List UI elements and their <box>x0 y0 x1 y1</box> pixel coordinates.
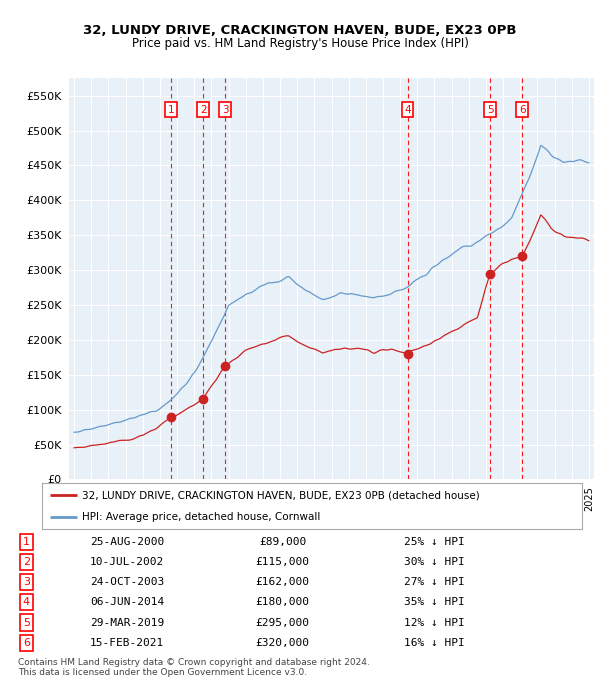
Text: 1: 1 <box>23 537 30 547</box>
Text: This data is licensed under the Open Government Licence v3.0.: This data is licensed under the Open Gov… <box>18 668 307 677</box>
Text: £320,000: £320,000 <box>256 638 310 648</box>
Text: HPI: Average price, detached house, Cornwall: HPI: Average price, detached house, Corn… <box>83 511 321 522</box>
Text: 4: 4 <box>404 105 411 115</box>
Text: 2: 2 <box>23 557 30 567</box>
Text: 6: 6 <box>23 638 30 648</box>
Text: 32, LUNDY DRIVE, CRACKINGTON HAVEN, BUDE, EX23 0PB: 32, LUNDY DRIVE, CRACKINGTON HAVEN, BUDE… <box>83 24 517 37</box>
Text: Price paid vs. HM Land Registry's House Price Index (HPI): Price paid vs. HM Land Registry's House … <box>131 37 469 50</box>
Text: 27% ↓ HPI: 27% ↓ HPI <box>404 577 464 588</box>
Text: 25% ↓ HPI: 25% ↓ HPI <box>404 537 464 547</box>
Text: 30% ↓ HPI: 30% ↓ HPI <box>404 557 464 567</box>
Text: £180,000: £180,000 <box>256 597 310 607</box>
Text: 4: 4 <box>23 597 30 607</box>
Text: 1: 1 <box>168 105 175 115</box>
Text: 3: 3 <box>23 577 30 588</box>
Text: 6: 6 <box>519 105 526 115</box>
Text: 10-JUL-2002: 10-JUL-2002 <box>90 557 164 567</box>
Text: Contains HM Land Registry data © Crown copyright and database right 2024.: Contains HM Land Registry data © Crown c… <box>18 658 370 666</box>
Text: £295,000: £295,000 <box>256 617 310 628</box>
Text: 3: 3 <box>222 105 229 115</box>
Text: 12% ↓ HPI: 12% ↓ HPI <box>404 617 464 628</box>
Text: 29-MAR-2019: 29-MAR-2019 <box>90 617 164 628</box>
Text: 5: 5 <box>23 617 30 628</box>
Text: 24-OCT-2003: 24-OCT-2003 <box>90 577 164 588</box>
Text: 32, LUNDY DRIVE, CRACKINGTON HAVEN, BUDE, EX23 0PB (detached house): 32, LUNDY DRIVE, CRACKINGTON HAVEN, BUDE… <box>83 490 480 500</box>
Text: 15-FEB-2021: 15-FEB-2021 <box>90 638 164 648</box>
Text: £115,000: £115,000 <box>256 557 310 567</box>
Text: 5: 5 <box>487 105 493 115</box>
Text: 2: 2 <box>200 105 206 115</box>
Text: £162,000: £162,000 <box>256 577 310 588</box>
Text: 25-AUG-2000: 25-AUG-2000 <box>90 537 164 547</box>
Text: £89,000: £89,000 <box>259 537 307 547</box>
Text: 16% ↓ HPI: 16% ↓ HPI <box>404 638 464 648</box>
Text: 06-JUN-2014: 06-JUN-2014 <box>90 597 164 607</box>
Text: 35% ↓ HPI: 35% ↓ HPI <box>404 597 464 607</box>
